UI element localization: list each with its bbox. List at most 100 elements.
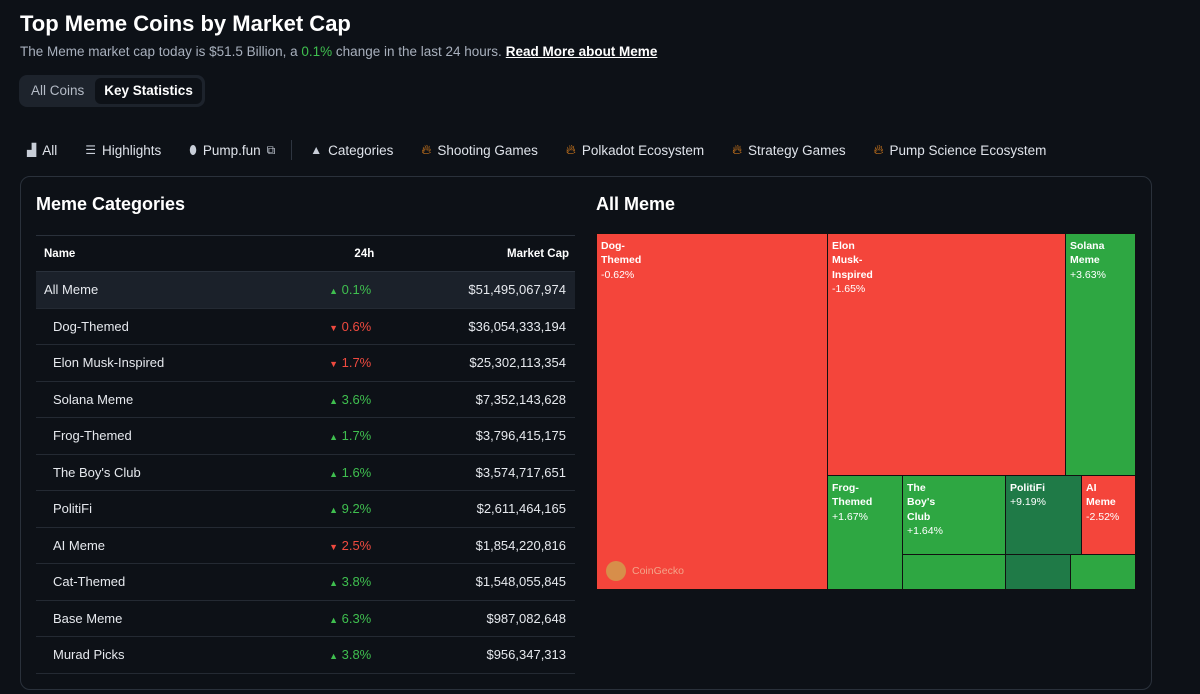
nav-label: Strategy Games [748,142,846,158]
market-cap: $51,495,067,974 [380,271,575,309]
table-row[interactable]: Murad Picks ▲ 3.8% $956,347,313 [36,636,575,674]
change-value: 0.6% [341,318,372,334]
read-more-link[interactable]: Read More about Meme [505,44,658,59]
nav-pump-science[interactable]: 🔥︎ Pump Science Ecosystem [874,142,1047,158]
arrow-up-icon: ▲ [329,651,338,662]
shapes-icon: ▲ [310,143,323,157]
category-name[interactable]: PolitiFi [36,490,287,528]
page-title: Top Meme Coins by Market Cap [20,11,351,36]
arrow-down-icon: ▼ [329,359,338,370]
table-row[interactable]: Elon Musk-Inspired ▼ 1.7% $25,302,113,35… [36,344,575,382]
arrow-up-icon: ▲ [329,286,338,297]
nav-categories[interactable]: ▲ Categories [310,143,393,158]
tab-all-coins[interactable]: All Coins [31,83,85,98]
external-link-icon: ⧉ [266,142,276,157]
summary-text-end: change in the last 24 hours. [332,44,502,59]
tile-change: +1.64% [907,524,943,537]
nav-polkadot-ecosystem[interactable]: 🔥︎ Polkadot Ecosystem [566,142,704,158]
arrow-up-icon: ▲ [329,432,338,443]
table-row[interactable]: Dog-Themed ▼ 0.6% $36,054,333,194 [36,308,575,345]
nav-all[interactable]: ▟ All [27,143,57,158]
col-24h: 24h [286,235,381,272]
nav-divider [291,140,293,160]
arrow-up-icon: ▲ [329,614,338,625]
treemap: Dog-Themed -0.62% CoinGecko Elon Musk-Ins… [596,233,1136,590]
market-cap: $36,054,333,194 [380,308,575,345]
tile-change: +9.19% [1010,496,1046,509]
table-row[interactable]: Solana Meme ▲ 3.6% $7,352,143,628 [36,381,575,418]
change-value: 3.8% [341,647,372,663]
tile-ai-meme[interactable]: AI Meme -2.52% [1082,476,1135,554]
market-cap: $7,352,143,628 [380,381,575,418]
tile-name: Solana Meme [1070,240,1105,267]
tab-key-statistics[interactable]: Key Statistics [95,78,202,104]
tile-small[interactable] [1071,555,1135,589]
tile-name: AI Meme [1086,482,1116,509]
change-cell: ▲ 3.8% [286,563,381,601]
col-name: Name [36,235,287,272]
category-name[interactable]: Frog-Themed [36,417,287,455]
category-name[interactable]: AI Meme [36,527,287,564]
nav-highlights[interactable]: ☰ Highlights [85,143,161,158]
table-row[interactable]: Frog-Themed ▲ 1.7% $3,796,415,175 [36,417,575,455]
tile-frog-themed[interactable]: Frog-Themed +1.67% [828,476,902,589]
table-row[interactable]: PolitiFi ▲ 9.2% $2,611,464,165 [36,490,575,528]
arrow-up-icon: ▲ [329,468,338,479]
change-cell: ▲ 1.7% [286,417,381,455]
nav-pump-fun[interactable]: ⬮ Pump.fun ⧉ [189,143,275,158]
category-name[interactable]: Solana Meme [36,381,287,418]
change-cell: ▲ 0.1% [286,271,381,309]
category-name[interactable]: The Boy's Club [36,454,287,491]
fire-icon: 🔥︎ [873,142,884,157]
change-cell: ▼ 2.5% [286,527,381,564]
watermark-text: CoinGecko [632,564,684,577]
market-cap: $3,574,717,651 [380,454,575,491]
table-row[interactable]: Cat-Themed ▲ 3.8% $1,548,055,845 [36,563,575,601]
tile-the-boys-club[interactable]: The Boy's Club +1.64% [903,476,1005,554]
market-cap: $3,796,415,175 [380,417,575,455]
change-cell: ▼ 0.6% [286,308,381,345]
table-row[interactable]: All Meme ▲ 0.1% $51,495,067,974 [36,271,575,309]
tile-elon-musk-inspired[interactable]: Elon Musk-Inspired -1.65% [828,234,1065,475]
fire-icon: 🔥︎ [421,142,432,157]
tile-change: +1.67% [832,510,868,523]
arrow-up-icon: ▲ [329,395,338,406]
tile-name: Frog-Themed [832,482,873,509]
arrow-up-icon: ▲ [329,578,338,589]
arrow-up-icon: ▲ [329,505,338,516]
change-value: 9.2% [341,501,372,517]
coingecko-logo-icon [606,561,626,581]
summary-text: The Meme market cap today is $51.5 Billi… [20,44,302,59]
category-name[interactable]: Base Meme [36,600,287,637]
categories-title: Meme Categories [36,194,186,214]
fire-icon: 🔥︎ [732,142,743,157]
change-value: 1.6% [341,464,372,480]
category-nav: ▟ All ☰ Highlights ⬮ Pump.fun ⧉ ▲ Categories … [27,140,1074,160]
table-row[interactable]: Base Meme ▲ 6.3% $987,082,648 [36,600,575,637]
arrow-down-icon: ▼ [329,541,338,552]
tile-change: +3.63% [1070,268,1106,281]
nav-label: Pump Science Ecosystem [889,142,1047,158]
table-row[interactable]: The Boy's Club ▲ 1.6% $3,574,717,651 [36,454,575,491]
category-name[interactable]: Murad Picks [36,636,287,674]
arrow-down-icon: ▼ [329,322,338,333]
nav-shooting-games[interactable]: 🔥︎ Shooting Games [421,142,537,158]
treemap-title: All Meme [596,194,676,214]
tile-small[interactable] [903,555,1005,589]
table-row[interactable]: AI Meme ▼ 2.5% $1,854,220,816 [36,527,575,564]
change-value: 1.7% [341,428,372,444]
category-name[interactable]: Elon Musk-Inspired [36,344,287,382]
tile-politifi[interactable]: PolitiFi +9.19% [1006,476,1081,554]
category-name[interactable]: Dog-Themed [36,308,287,345]
fire-icon: 🔥︎ [565,142,576,157]
nav-strategy-games[interactable]: 🔥︎ Strategy Games [732,142,845,158]
tile-solana-meme[interactable]: Solana Meme +3.63% [1066,234,1135,475]
market-cap: $987,082,648 [380,600,575,637]
category-name[interactable]: All Meme [36,271,287,309]
tile-dog-themed[interactable]: Dog-Themed -0.62% CoinGecko [597,234,827,589]
tile-name: Dog-Themed [601,240,642,267]
tile-small[interactable] [1006,555,1070,589]
category-name[interactable]: Cat-Themed [36,563,287,601]
change-value: 6.3% [341,610,372,626]
nav-label: All [42,142,58,158]
